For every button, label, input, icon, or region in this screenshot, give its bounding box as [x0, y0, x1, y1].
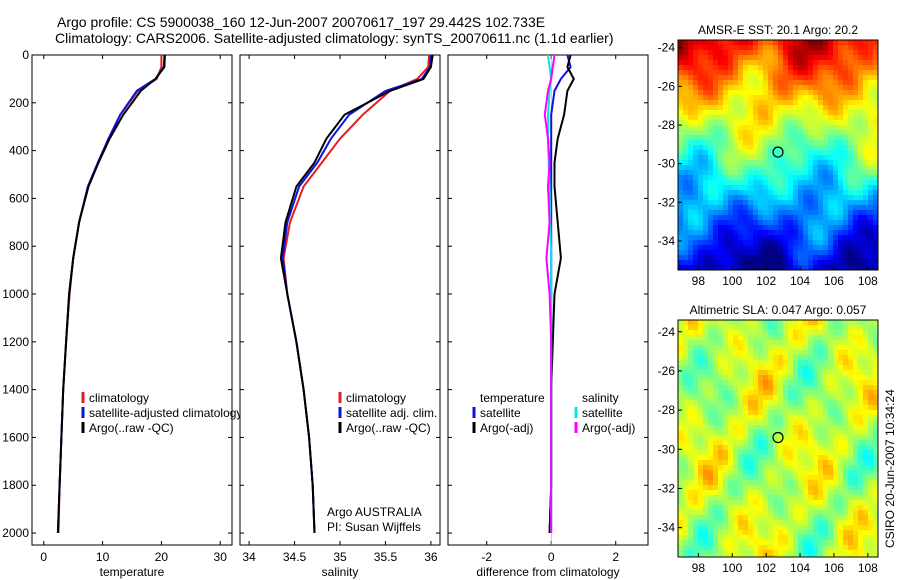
x-tick-label: 98 [692, 561, 706, 575]
x-tick-label: 102 [756, 561, 776, 575]
x-tick-label: 2 [612, 550, 619, 564]
y-tick-label: 1600 [2, 430, 29, 444]
x-tick-label: 108 [858, 561, 878, 575]
x-tick-label: 35 [333, 550, 347, 564]
x-tick-label: 0 [548, 550, 555, 564]
heatmap-field [678, 40, 879, 271]
header-line-2: Climatology: CARS2006. Satellite-adjuste… [55, 30, 613, 46]
argo-float-marker [772, 431, 784, 444]
legend-label: climatology [346, 391, 406, 405]
argo-float-marker [772, 146, 784, 158]
y-tick-label: -24 [658, 325, 676, 339]
x-tick-label: 102 [756, 274, 776, 288]
argo-agency-label: Argo AUSTRALIA [327, 505, 422, 519]
y-tick-label: -28 [658, 403, 676, 417]
y-tick-label: 0 [22, 48, 29, 62]
y-tick-label: 600 [9, 191, 29, 205]
x-tick-label: 10 [96, 550, 110, 564]
series-line-salinity-argo-adj- [543, 54, 556, 533]
y-tick-label: 400 [9, 144, 29, 158]
x-tick-label: 34 [242, 550, 256, 564]
legend-label: satellite adj. clim. [346, 406, 437, 420]
y-tick-label: -26 [658, 364, 676, 378]
y-tick-label: -30 [658, 442, 676, 456]
y-tick-label: 800 [9, 239, 29, 253]
heatmap-field [678, 320, 879, 558]
legend-label: satellite [582, 406, 623, 420]
y-tick-label: 1400 [2, 383, 29, 397]
y-tick-label: 2000 [2, 526, 29, 540]
map-frame [677, 319, 879, 558]
x-tick-label: 20 [155, 550, 169, 564]
x-tick-label: 100 [722, 561, 742, 575]
legend-label: Argo(..raw -QC) [346, 421, 431, 435]
y-tick-label: -30 [658, 157, 676, 171]
y-tick-label: -28 [658, 118, 676, 132]
plot-frame [239, 54, 441, 546]
x-axis-label: salinity [322, 565, 359, 579]
y-tick-label: -24 [658, 41, 676, 55]
x-tick-label: 106 [824, 274, 844, 288]
x-tick-label: 100 [722, 274, 742, 288]
x-tick-label: 104 [790, 561, 810, 575]
map-frame [677, 39, 879, 271]
argo-pi-label: PI: Susan Wijffels [327, 520, 421, 534]
map-title: AMSR-E SST: 20.1 Argo: 20.2 [698, 23, 858, 37]
x-tick-label: 98 [692, 274, 706, 288]
panel-sla_map: Altimetric SLA: 0.047 Argo: 0.057 98 100 10… [658, 303, 879, 575]
x-tick-label: 106 [824, 561, 844, 575]
header-line-1: Argo profile: CS 5900038_160 12-Jun-2007… [57, 14, 545, 30]
y-tick-label: -34 [658, 234, 676, 248]
legend-label: Argo(-adj) [480, 421, 533, 435]
x-tick-label: 30 [214, 550, 228, 564]
y-tick-label: 1200 [2, 335, 29, 349]
y-tick-label: -34 [658, 521, 676, 535]
x-tick-label: 0 [40, 550, 47, 564]
panel-sst_map: AMSR-E SST: 20.1 Argo: 20.2 98 100 102 104 10… [658, 23, 879, 288]
y-tick-label: -32 [658, 481, 676, 495]
legend-title-temperature: temperature [480, 391, 545, 405]
x-tick-label: 36 [424, 550, 438, 564]
legend-label: satellite [480, 406, 521, 420]
x-tick-label: -2 [481, 550, 492, 564]
legend-label: Argo(..raw -QC) [89, 421, 174, 435]
x-axis-label: difference from climatology [476, 565, 619, 579]
footer-stamp: CSIRO 20-Jun-2007 10:34:24 [883, 389, 897, 548]
y-tick-label: 200 [9, 96, 29, 110]
y-tick-label: 1800 [2, 478, 29, 492]
panel-salinity: 34 34.5 35 35.5 36 salinity climatologysatelli… [239, 54, 441, 579]
y-tick-label: 1000 [2, 287, 29, 301]
legend-label: climatology [89, 391, 149, 405]
plot-frame [31, 54, 233, 546]
legend-title-salinity: salinity [582, 391, 619, 405]
map-title: Altimetric SLA: 0.047 Argo: 0.057 [690, 303, 867, 317]
x-axis-label: temperature [100, 565, 165, 579]
x-tick-label: 35.5 [374, 550, 398, 564]
series-line-argo [279, 54, 434, 534]
x-tick-label: 108 [858, 274, 878, 288]
x-tick-label: 104 [790, 274, 810, 288]
y-tick-label: -26 [658, 79, 676, 93]
x-tick-label: 34.5 [283, 550, 307, 564]
series-line-argo [56, 54, 166, 534]
legend-label: satellite-adjusted climatology [89, 406, 242, 420]
legend-label: Argo(-adj) [582, 421, 635, 435]
y-tick-label: -32 [658, 195, 676, 209]
panel-temperature: 0 10 20 30 temperature 0 200 400 600 800 1000 1200 1… [2, 48, 242, 579]
